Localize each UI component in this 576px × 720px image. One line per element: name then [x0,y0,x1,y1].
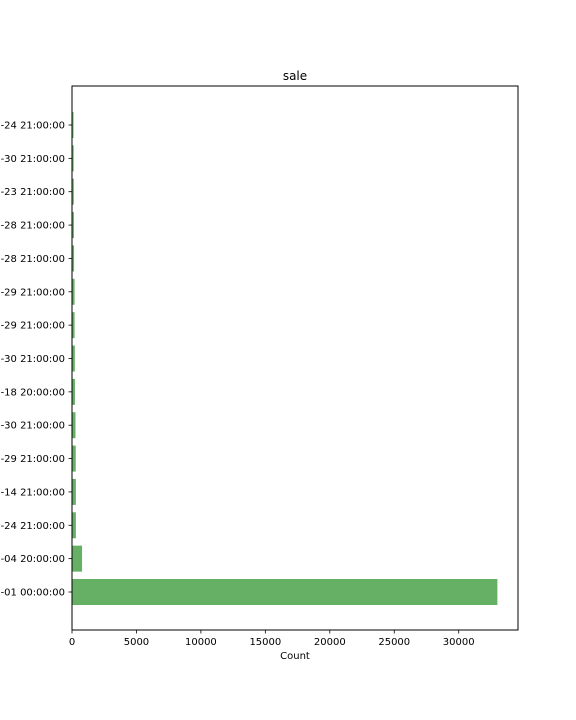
bar [72,245,75,272]
x-tick-label: 25000 [378,637,410,648]
bar [72,112,74,138]
y-axis-ticks: -24 21:00:00 -30 21:00:00 -23 21:00:00 -28 … [1,121,72,599]
bar [72,278,75,305]
bar [72,512,76,539]
x-axis-ticks: 0 5000 10000 15000 20000 25000 30000 [69,630,475,648]
y-tick-label: -01 00:00:00 [1,588,65,599]
bar [72,378,75,405]
bar [72,412,76,439]
chart-title: sale [283,69,307,83]
y-tick-label: -29 21:00:00 [1,321,65,332]
x-tick-label: 15000 [249,637,281,648]
y-tick-label: -28 21:00:00 [1,221,65,232]
bar [72,545,83,572]
y-tick-label: -14 21:00:00 [1,487,65,498]
bar [72,445,76,472]
x-tick-label: 0 [69,637,75,648]
bar [72,178,74,205]
y-tick-label: -28 21:00:00 [1,254,65,265]
bar [72,212,74,239]
x-tick-label: 20000 [314,637,346,648]
x-tick-label: 30000 [443,637,475,648]
x-axis-label: Count [280,651,310,662]
y-tick-label: -24 21:00:00 [1,121,65,132]
bars-group [72,112,498,605]
x-tick-label: 5000 [124,637,149,648]
bar [72,345,75,372]
plot-frame [71,85,519,631]
y-tick-label: -18 20:00:00 [1,387,65,398]
bar [72,312,75,339]
bar [72,579,498,605]
bar [72,478,76,505]
y-tick-label: -30 21:00:00 [1,154,65,165]
y-tick-label: -29 21:00:00 [1,454,65,465]
y-tick-label: -04 20:00:00 [1,554,65,565]
y-tick-label: -30 21:00:00 [1,421,65,432]
x-tick-label: 10000 [185,637,217,648]
y-tick-label: -29 21:00:00 [1,287,65,298]
y-tick-label: -30 21:00:00 [1,354,65,365]
y-tick-label: -24 21:00:00 [1,521,65,532]
bar [72,145,74,172]
y-tick-label: -23 21:00:00 [1,187,65,198]
